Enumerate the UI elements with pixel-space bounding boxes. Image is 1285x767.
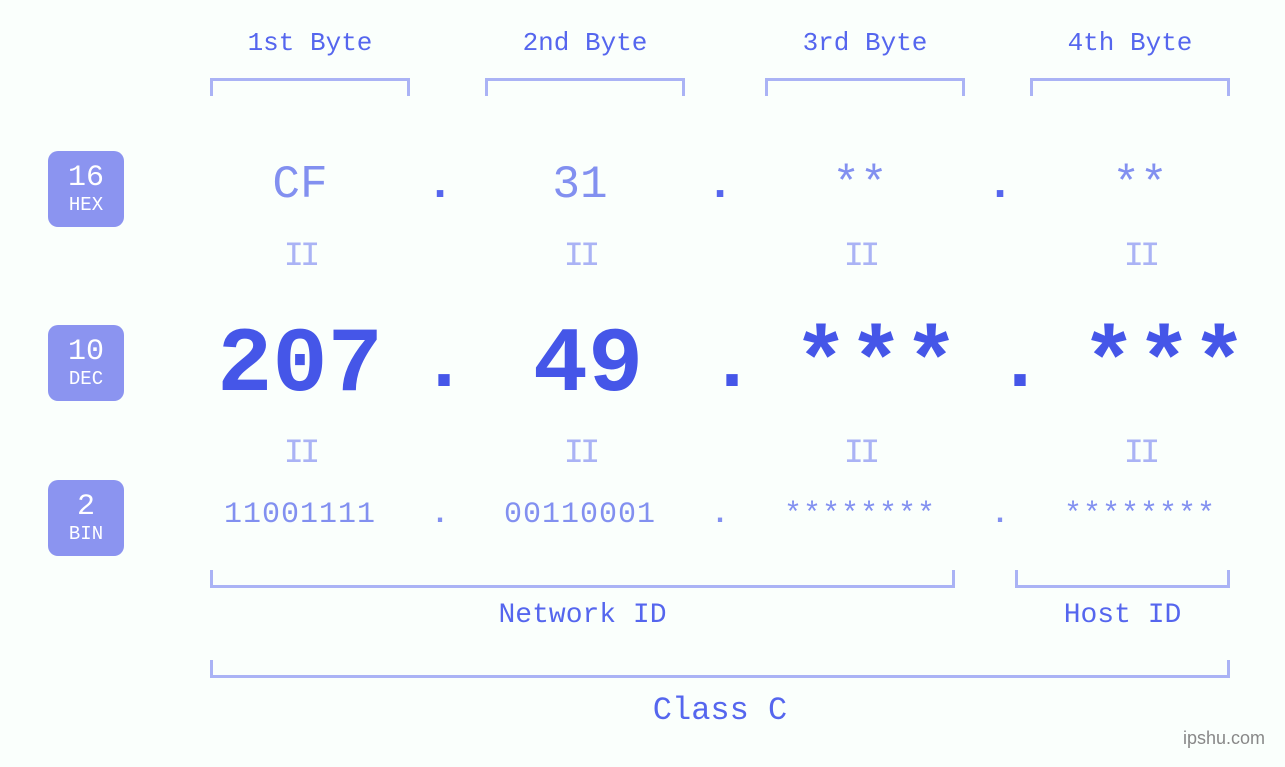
byte-header-3: 3rd Byte [765,28,965,58]
base-num-dec: 10 [68,336,104,369]
bin-dot-3: . [980,498,1020,532]
base-badge-bin: 2 BIN [48,480,124,556]
dec-dot-3: . [996,320,1044,411]
hex-byte-2: 31 [460,159,700,211]
bin-row: 11001111 . 00110001 . ******** . *******… [180,490,1265,540]
eq-1-1: II [180,238,420,276]
hex-row: CF . 31 . ** . ** [180,155,1265,215]
base-num-bin: 2 [77,491,95,524]
bin-dot-1: . [420,498,460,532]
class-bracket [210,660,1230,678]
hex-dot-2: . [700,159,740,211]
eq-2-2: II [460,435,700,473]
base-label-bin: BIN [69,524,103,545]
dec-dot-2: . [708,320,756,411]
bin-byte-1: 11001111 [180,498,420,532]
equals-row-2: II II II II [180,435,1265,473]
byte-header-4: 4th Byte [1030,28,1230,58]
base-badge-hex: 16 HEX [48,151,124,227]
byte-bracket-2 [485,78,685,96]
dec-byte-3: *** [756,313,996,418]
hex-byte-1: CF [180,159,420,211]
host-id-bracket [1015,570,1230,588]
dec-dot-1: . [420,320,468,411]
dec-byte-4: *** [1044,313,1284,418]
host-id-label: Host ID [1015,600,1230,631]
bin-byte-2: 00110001 [460,498,700,532]
dec-byte-2: 49 [468,313,708,418]
eq-2-4: II [1020,435,1260,473]
base-label-hex: HEX [69,195,103,216]
dec-byte-1: 207 [180,313,420,418]
hex-byte-4: ** [1020,159,1260,211]
hex-byte-3: ** [740,159,980,211]
bin-dot-2: . [700,498,740,532]
network-id-bracket [210,570,955,588]
base-label-dec: DEC [69,369,103,390]
bin-byte-4: ******** [1020,498,1260,532]
byte-header-2: 2nd Byte [485,28,685,58]
byte-bracket-4 [1030,78,1230,96]
network-id-label: Network ID [210,600,955,631]
bin-byte-3: ******** [740,498,980,532]
base-num-hex: 16 [68,162,104,195]
ip-diagram: 1st Byte 2nd Byte 3rd Byte 4th Byte 16 H… [0,0,1285,767]
base-badge-dec: 10 DEC [48,325,124,401]
eq-1-2: II [460,238,700,276]
hex-dot-1: . [420,159,460,211]
byte-header-1: 1st Byte [210,28,410,58]
eq-1-3: II [740,238,980,276]
hex-dot-3: . [980,159,1020,211]
eq-2-1: II [180,435,420,473]
eq-2-3: II [740,435,980,473]
eq-1-4: II [1020,238,1260,276]
dec-row: 207 . 49 . *** . *** [180,310,1265,420]
byte-bracket-3 [765,78,965,96]
equals-row-1: II II II II [180,238,1265,276]
byte-bracket-1 [210,78,410,96]
class-label: Class C [210,692,1230,729]
watermark: ipshu.com [1183,728,1265,749]
